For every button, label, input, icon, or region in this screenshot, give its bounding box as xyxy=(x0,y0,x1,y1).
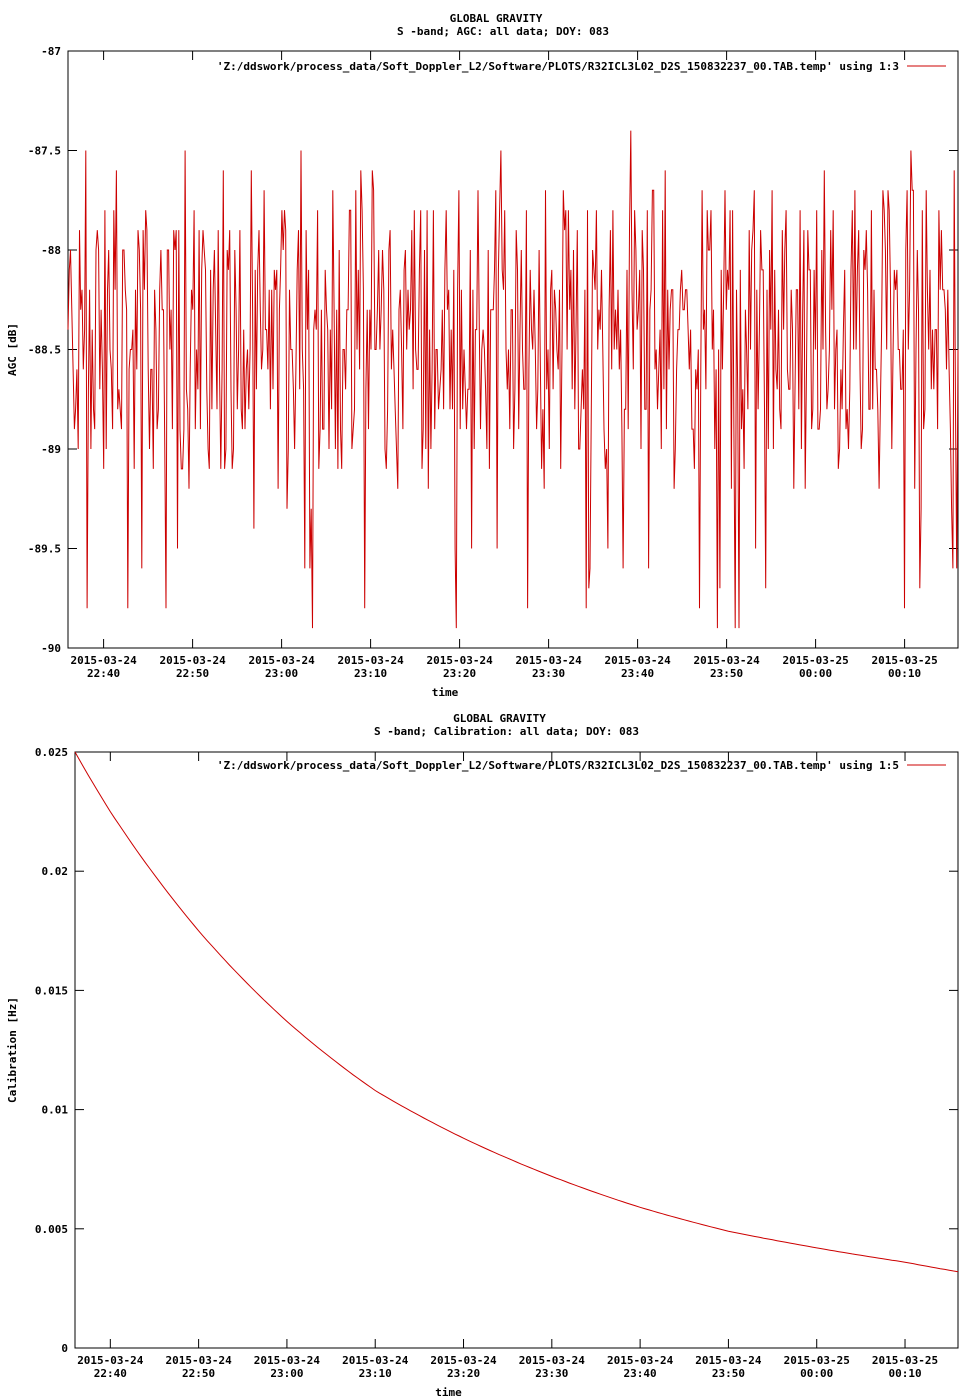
y-tick-label: -88 xyxy=(41,244,61,257)
y-tick-label: -88.5 xyxy=(28,344,61,357)
x-axis-label: time xyxy=(435,1386,462,1399)
x-tick-label-time: 23:00 xyxy=(265,667,298,680)
x-tick-label-date: 2015-03-24 xyxy=(159,654,226,667)
y-tick-label: 0.015 xyxy=(35,984,68,997)
x-tick-label-date: 2015-03-24 xyxy=(337,654,404,667)
x-tick-label-date: 2015-03-25 xyxy=(782,654,848,667)
x-tick-label-date: 2015-03-24 xyxy=(515,654,582,667)
y-tick-label: 0.025 xyxy=(35,746,68,759)
x-tick-label-time: 23:20 xyxy=(443,667,476,680)
x-tick-label-time: 22:50 xyxy=(182,1367,215,1380)
chart-subtitle: S -band; Calibration: all data; DOY: 083 xyxy=(374,725,639,738)
y-tick-label: -87 xyxy=(41,45,61,58)
y-tick-label: -89 xyxy=(41,443,61,456)
series-line xyxy=(67,130,959,629)
y-tick-label: -87.5 xyxy=(28,145,61,158)
x-tick-label-time: 23:00 xyxy=(270,1367,303,1380)
x-tick-label-date: 2015-03-25 xyxy=(784,1354,850,1367)
x-tick-label-time: 00:10 xyxy=(888,1367,921,1380)
y-axis-label: AGC [dB] xyxy=(6,323,19,376)
x-tick-label-time: 23:10 xyxy=(354,667,387,680)
x-tick-label-time: 23:20 xyxy=(447,1367,480,1380)
y-axis-label: Calibration [Hz] xyxy=(6,997,19,1103)
x-tick-label-date: 2015-03-24 xyxy=(695,1354,762,1367)
x-tick-label-date: 2015-03-24 xyxy=(607,1354,674,1367)
x-tick-label-time: 00:00 xyxy=(799,667,832,680)
chart-title: GLOBAL GRAVITY xyxy=(450,12,543,25)
y-tick-label: 0 xyxy=(61,1342,68,1355)
x-tick-label-date: 2015-03-24 xyxy=(430,1354,497,1367)
x-tick-label-date: 2015-03-24 xyxy=(426,654,493,667)
x-tick-label-date: 2015-03-24 xyxy=(519,1354,586,1367)
y-tick-label: 0.01 xyxy=(42,1104,69,1117)
x-tick-label-time: 23:50 xyxy=(710,667,743,680)
y-tick-label: -89.5 xyxy=(28,543,61,556)
x-tick-label-date: 2015-03-24 xyxy=(248,654,315,667)
x-tick-label-time: 23:30 xyxy=(535,1367,568,1380)
x-tick-label-date: 2015-03-24 xyxy=(254,1354,321,1367)
x-tick-label-time: 23:40 xyxy=(621,667,654,680)
plot-frame xyxy=(74,751,959,1349)
x-tick-label-time: 22:40 xyxy=(87,667,120,680)
series-line xyxy=(74,751,959,1273)
x-tick-label-date: 2015-03-25 xyxy=(872,1354,938,1367)
x-tick-label-date: 2015-03-24 xyxy=(604,654,671,667)
x-tick-label-time: 23:10 xyxy=(359,1367,392,1380)
y-tick-label: -90 xyxy=(41,642,61,655)
x-tick-label-time: 00:10 xyxy=(888,667,921,680)
x-tick-label-date: 2015-03-24 xyxy=(70,654,137,667)
x-tick-label-time: 23:30 xyxy=(532,667,565,680)
legend-entry: 'Z:/ddswork/process_data/Soft_Doppler_L2… xyxy=(217,60,899,73)
legend-entry: 'Z:/ddswork/process_data/Soft_Doppler_L2… xyxy=(217,759,899,772)
x-tick-label-time: 23:40 xyxy=(624,1367,657,1380)
y-tick-label: 0.005 xyxy=(35,1223,68,1236)
chart-subtitle: S -band; AGC: all data; DOY: 083 xyxy=(397,25,609,38)
x-tick-label-date: 2015-03-24 xyxy=(166,1354,233,1367)
x-tick-label-time: 23:50 xyxy=(712,1367,745,1380)
y-tick-label: 0.02 xyxy=(42,865,69,878)
x-tick-label-time: 22:40 xyxy=(94,1367,127,1380)
chart-title: GLOBAL GRAVITY xyxy=(453,712,546,725)
x-tick-label-time: 22:50 xyxy=(176,667,209,680)
x-tick-label-date: 2015-03-25 xyxy=(871,654,937,667)
x-tick-label-date: 2015-03-24 xyxy=(77,1354,144,1367)
x-axis-label: time xyxy=(432,686,459,699)
x-tick-label-time: 00:00 xyxy=(800,1367,833,1380)
x-tick-label-date: 2015-03-24 xyxy=(693,654,760,667)
x-tick-label-date: 2015-03-24 xyxy=(342,1354,409,1367)
